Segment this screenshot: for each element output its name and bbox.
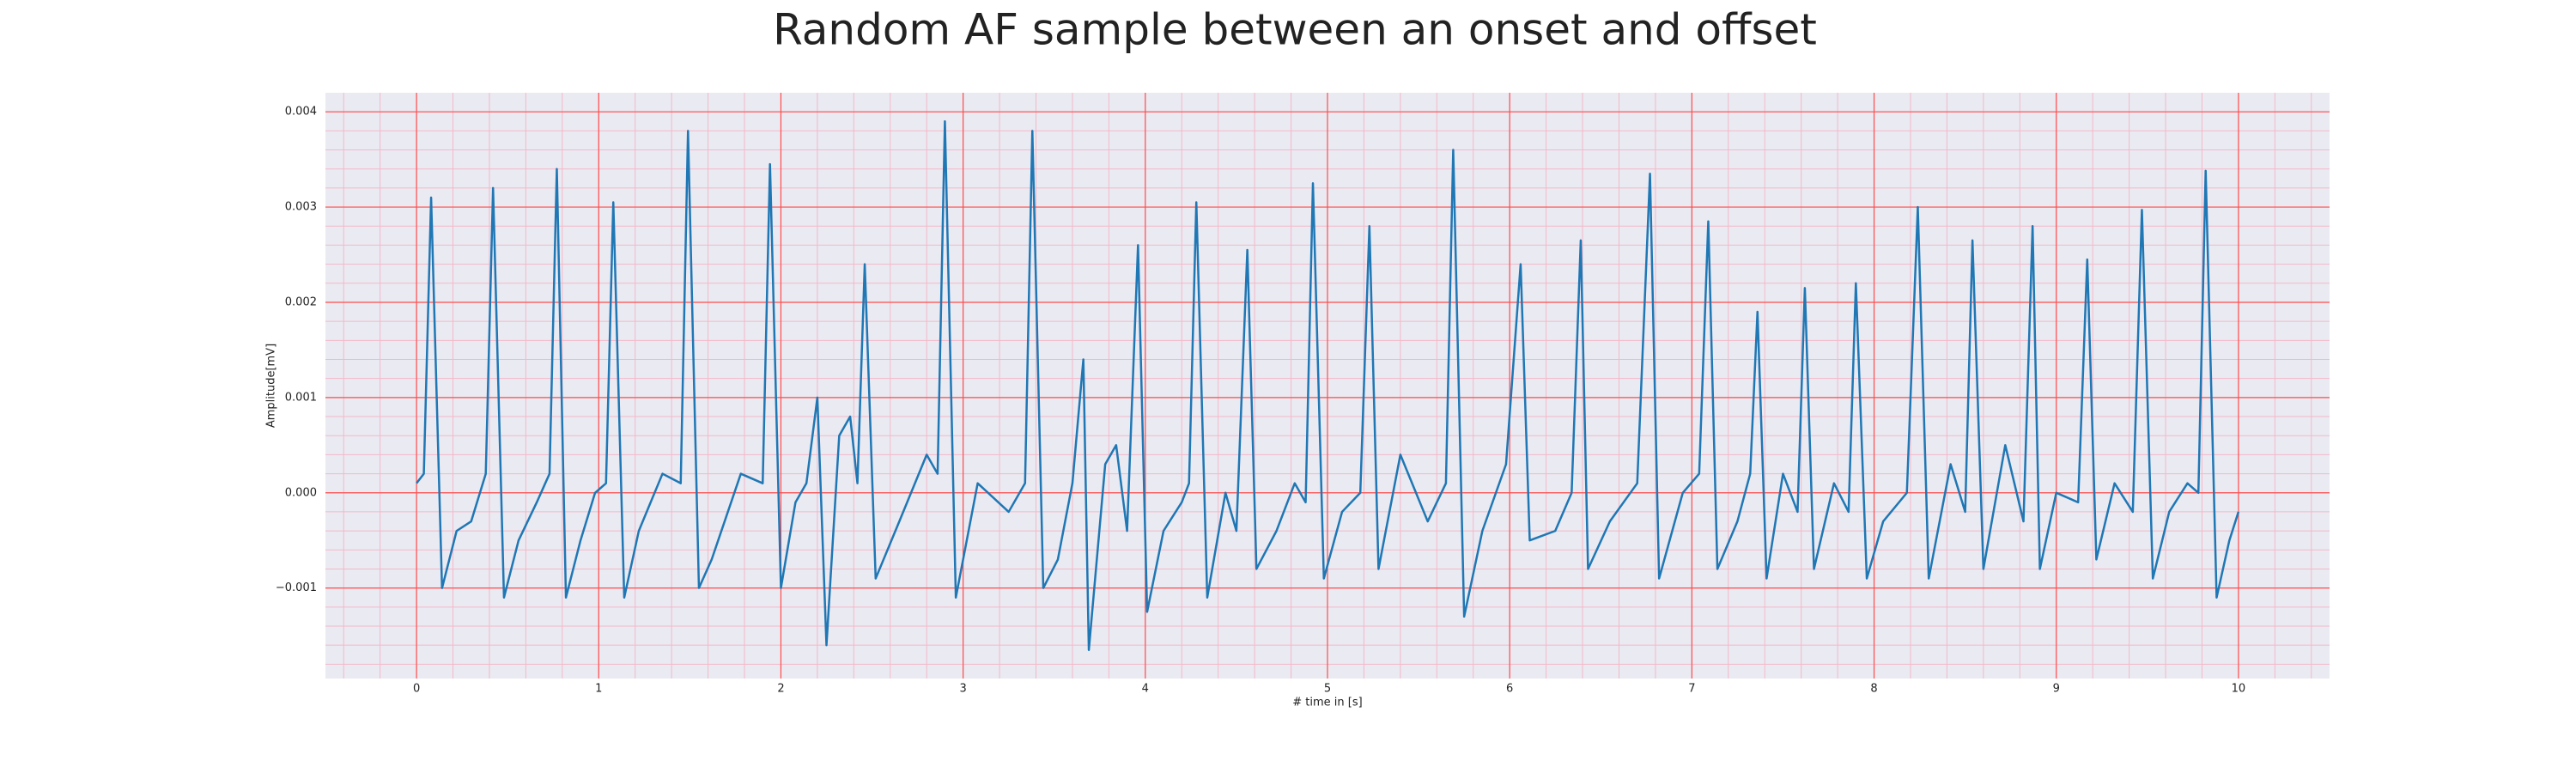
- y-axis-label: Amplitude[mV]: [265, 344, 278, 428]
- x-tick-label: 9: [2053, 683, 2060, 696]
- y-tick-label: 0.002: [285, 295, 317, 308]
- chart-title: Random AF sample between an onset and of…: [773, 5, 1817, 55]
- x-tick-label: 3: [959, 683, 966, 696]
- x-tick-label: 0: [413, 683, 420, 696]
- x-tick-label: 7: [1688, 683, 1695, 696]
- x-tick-label: 1: [595, 683, 602, 696]
- ecg-line: [416, 120, 2240, 651]
- x-tick-label: 2: [777, 683, 784, 696]
- y-tick-label: 0.004: [285, 106, 317, 119]
- x-axis-label: # time in [s]: [1292, 697, 1362, 709]
- x-tick-label: 5: [1324, 683, 1331, 696]
- x-tick-label: 6: [1506, 683, 1513, 696]
- y-tick-label: 0.001: [285, 391, 317, 404]
- x-tick-label: 4: [1142, 683, 1149, 696]
- y-tick-label: −0.001: [276, 581, 317, 594]
- y-tick-label: 0.000: [285, 486, 317, 499]
- x-tick-label: 10: [2232, 683, 2246, 696]
- y-tick-label: 0.003: [285, 201, 317, 214]
- x-tick-label: 8: [1870, 683, 1877, 696]
